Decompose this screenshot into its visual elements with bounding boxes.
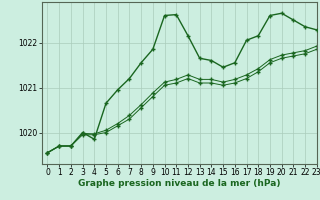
- X-axis label: Graphe pression niveau de la mer (hPa): Graphe pression niveau de la mer (hPa): [78, 179, 280, 188]
